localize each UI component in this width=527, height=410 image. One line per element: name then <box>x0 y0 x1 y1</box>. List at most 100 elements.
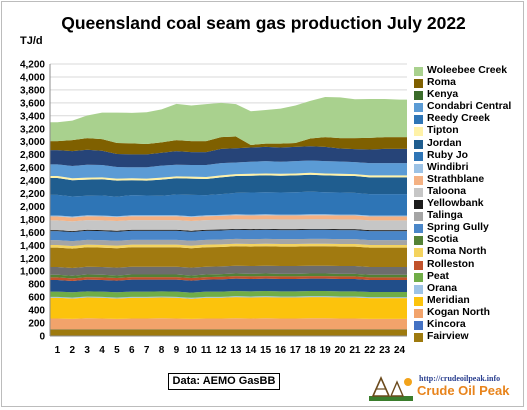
legend-label: Windibri <box>427 161 469 173</box>
legend-swatch <box>414 139 423 149</box>
legend-item: Talinga <box>414 210 524 222</box>
legend-swatch <box>414 79 423 89</box>
legend-label: Meridian <box>427 294 470 306</box>
x-tick-label: 9 <box>174 345 180 356</box>
x-tick-label: 8 <box>159 345 165 356</box>
y-tick-label: 3,800 <box>20 85 45 96</box>
area-series-reedy-creek <box>50 191 407 217</box>
y-tick-labels: 0 200 400 600 800 1,000 1,200 1,400 1,600 1,800 2,… <box>20 60 45 343</box>
y-tick-label: 200 <box>28 319 45 330</box>
legend-label: Taloona <box>427 185 467 197</box>
area-series-talinga <box>50 246 407 268</box>
x-tick-label: 7 <box>144 345 150 356</box>
legend-swatch <box>414 103 423 113</box>
y-tick-label: 1,600 <box>20 228 45 239</box>
area-series-tipton <box>50 214 407 218</box>
legend-item: Woleebee Creek <box>414 65 524 77</box>
legend-label: Fairview <box>427 331 469 343</box>
y-tick-label: 3,600 <box>20 98 45 109</box>
legend-item: Rolleston <box>414 259 524 271</box>
legend-item: Roma <box>414 77 524 89</box>
legend-label: Woleebee Creek <box>427 65 508 76</box>
legend-item: Meridian <box>414 295 524 307</box>
legend-swatch <box>414 175 423 185</box>
y-tick-label: 2,800 <box>20 150 45 161</box>
y-axis-unit-label: TJ/d <box>20 35 43 47</box>
legend-item: Kincora <box>414 319 524 331</box>
legend-label: Yellowbank <box>427 198 484 210</box>
x-tick-label: 16 <box>275 345 287 356</box>
area-series-spring-gully <box>50 265 407 276</box>
legend-swatch <box>414 333 423 343</box>
legend-swatch <box>414 187 423 197</box>
legend-swatch <box>414 115 423 125</box>
legend-swatch <box>414 308 423 318</box>
area-series-rolleston <box>50 278 407 293</box>
x-tick-label: 10 <box>186 345 198 356</box>
y-tick-label: 3,400 <box>20 111 45 122</box>
area-series-orana <box>50 296 407 299</box>
legend-swatch <box>414 127 423 137</box>
x-tick-label: 13 <box>230 345 242 356</box>
area-series-peat <box>50 290 407 298</box>
legend-label: Kenya <box>427 89 459 101</box>
legend-swatch <box>414 236 423 246</box>
x-tick-label: 19 <box>320 345 332 356</box>
y-tick-label: 2,600 <box>20 163 45 174</box>
legend-item: Tipton <box>414 125 524 137</box>
axes <box>49 64 407 337</box>
x-tick-label: 15 <box>260 345 272 356</box>
legend-label: Talinga <box>427 210 463 222</box>
legend-label: Peat <box>427 270 449 282</box>
legend-swatch <box>414 272 423 282</box>
legend-label: Reedy Creek <box>427 113 490 125</box>
legend-item: Scotia <box>414 234 524 246</box>
legend-swatch <box>414 212 423 222</box>
area-series-taloona <box>50 238 407 246</box>
legend-item: Spring Gully <box>414 222 524 234</box>
legend-label: Rolleston <box>427 258 475 270</box>
x-tick-label: 11 <box>201 345 212 356</box>
area-series-roma-north <box>50 276 407 281</box>
area-series-roma <box>50 160 407 179</box>
x-tick-label: 21 <box>349 345 361 356</box>
x-tick-label: 14 <box>245 345 257 356</box>
area-series-windibri <box>50 228 407 233</box>
legend-item: Condabri Central <box>414 101 524 113</box>
x-tick-label: 22 <box>364 345 376 356</box>
legend-item: Orana <box>414 283 524 295</box>
area-series-jordan <box>50 215 407 222</box>
legend-swatch <box>414 320 423 330</box>
area-series-meridian <box>50 297 407 319</box>
legend-swatch <box>414 67 423 76</box>
area-series-woleebee-creek <box>50 146 407 168</box>
area-series-fairview <box>50 329 407 336</box>
legend-label: Condabri Central <box>427 101 512 113</box>
legend-item: Kogan North <box>414 307 524 319</box>
x-tick-label: 3 <box>84 345 90 356</box>
y-tick-label: 2,200 <box>20 189 45 200</box>
legend-label: Tipton <box>427 125 459 137</box>
legend-swatch <box>414 284 423 294</box>
x-tick-label: 23 <box>379 345 391 356</box>
stacked-areas <box>50 97 407 336</box>
legend: Woleebee Creek Roma Kenya Condabri Central R… <box>414 65 524 343</box>
legend-label: Jordan <box>427 137 462 149</box>
y-tick-label: 1,400 <box>20 241 45 252</box>
y-tick-label: 2,000 <box>20 202 45 213</box>
x-tick-label: 2 <box>70 345 76 356</box>
x-tick-label: 4 <box>99 345 105 356</box>
legend-item: Strathblane <box>414 174 524 186</box>
x-tick-label: 1 <box>55 345 61 356</box>
logo-url[interactable]: http://crudeoilpeak.info <box>419 374 501 383</box>
x-tick-label: 12 <box>216 345 228 356</box>
legend-label: Roma <box>427 77 456 89</box>
legend-swatch <box>414 163 423 173</box>
crude-oil-peak-logo: http://crudeoilpeak.info Crude Oil Peak <box>367 374 523 402</box>
legend-item: Fairview <box>414 331 524 343</box>
legend-label: Spring Gully <box>427 222 489 234</box>
legend-item: Kenya <box>414 89 524 101</box>
y-tick-label: 3,200 <box>20 124 45 135</box>
y-tick-label: 2,400 <box>20 176 45 187</box>
legend-item: Reedy Creek <box>414 113 524 125</box>
